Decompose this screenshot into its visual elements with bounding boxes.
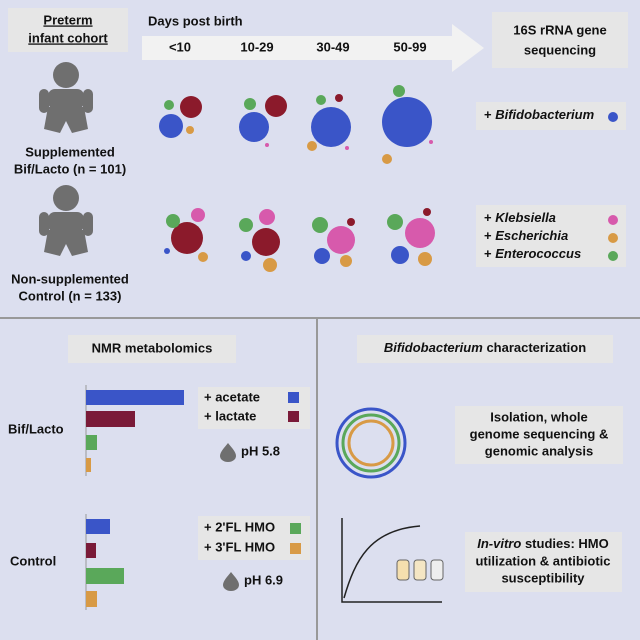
- legend-dot: [608, 112, 618, 122]
- timeline-label: Days post birth: [148, 13, 243, 28]
- legend-swatch: [290, 543, 301, 554]
- in-vitro-italic: In-vitro: [477, 536, 521, 551]
- cohort-box: [8, 8, 128, 52]
- metabolomics-box: [68, 335, 236, 363]
- sequencing-label: sequencing: [524, 42, 596, 57]
- taxon-prefix: +: [484, 210, 492, 225]
- ph-label: pH 6.9: [244, 572, 283, 587]
- sequencing-box: [492, 12, 628, 68]
- in-vitro-text: utilization & antibiotic: [475, 553, 610, 568]
- taxon-name: Bifidobacterium: [495, 107, 594, 122]
- sequencing-label: 16S rRNA gene: [513, 22, 606, 37]
- legend-label: + 3'FL HMO: [204, 539, 275, 554]
- time-bin: 50-99: [393, 39, 426, 54]
- genomics-text: genomic analysis: [485, 443, 593, 458]
- taxon-prefix: +: [484, 246, 492, 261]
- bubbles: [159, 85, 435, 272]
- group-label: Control: [10, 553, 56, 568]
- group-label: Supplemented: [25, 144, 115, 159]
- taxon-name: Enterococcus: [495, 246, 581, 261]
- taxon: + Enterococcus: [484, 246, 581, 261]
- group-label: Bif/Lacto (n = 101): [14, 161, 126, 176]
- metabolite-bars: [85, 385, 184, 610]
- taxa-box: [476, 102, 626, 130]
- group-label: Control (n = 133): [19, 288, 122, 303]
- timeline-arrow: [142, 24, 484, 72]
- legend-dot: [608, 215, 618, 225]
- taxon-prefix: +: [484, 107, 492, 122]
- legend-dot: [608, 233, 618, 243]
- time-bin: 30-49: [316, 39, 349, 54]
- legend-label: + 2'FL HMO: [204, 519, 275, 534]
- taxa-box: [476, 205, 626, 267]
- in-vitro-text: susceptibility: [501, 570, 585, 585]
- cohort-title: Preterm: [43, 12, 92, 27]
- legend-swatch: [288, 392, 299, 403]
- in-vitro-box: [465, 532, 622, 592]
- title-italic: Bifidobacterium: [384, 340, 483, 355]
- legend-label: + lactate: [204, 408, 256, 423]
- tubes: [396, 559, 444, 581]
- time-bin: <10: [169, 39, 191, 54]
- genome-ring: [347, 419, 395, 467]
- taxon-prefix: +: [484, 228, 492, 243]
- taxon-name: Escherichia: [495, 228, 568, 243]
- genomics-text: genome sequencing &: [470, 426, 609, 441]
- ph-label: pH 5.8: [241, 443, 280, 458]
- characterization-title: Bifidobacterium characterization: [384, 340, 586, 355]
- metabolomics-title: NMR metabolomics: [92, 340, 213, 355]
- genome-ring: [341, 413, 401, 473]
- legend-label: + acetate: [204, 389, 260, 404]
- legend-swatch: [288, 411, 299, 422]
- growth-plot: [341, 518, 442, 603]
- taxon: + Escherichia: [484, 228, 568, 243]
- title-rest: characterization: [486, 340, 586, 355]
- characterization-box: [357, 335, 613, 363]
- in-vitro-text: In-vitro studies: HMO: [477, 536, 608, 551]
- taxon-name: Klebsiella: [495, 210, 556, 225]
- genome-ring: [335, 407, 407, 479]
- in-vitro-line: studies: HMO: [525, 536, 609, 551]
- taxon: + Klebsiella: [484, 210, 556, 225]
- taxon: + Bifidobacterium: [484, 107, 595, 122]
- cohort-title: infant cohort: [28, 30, 108, 45]
- group-label: Non-supplemented: [11, 271, 129, 286]
- legend-dot: [608, 251, 618, 261]
- time-bin: 10-29: [240, 39, 273, 54]
- group-label: Bif/Lacto: [8, 421, 64, 436]
- legend-swatch: [290, 523, 301, 534]
- genomics-text: Isolation, whole: [490, 409, 588, 424]
- genomics-box: [455, 406, 623, 464]
